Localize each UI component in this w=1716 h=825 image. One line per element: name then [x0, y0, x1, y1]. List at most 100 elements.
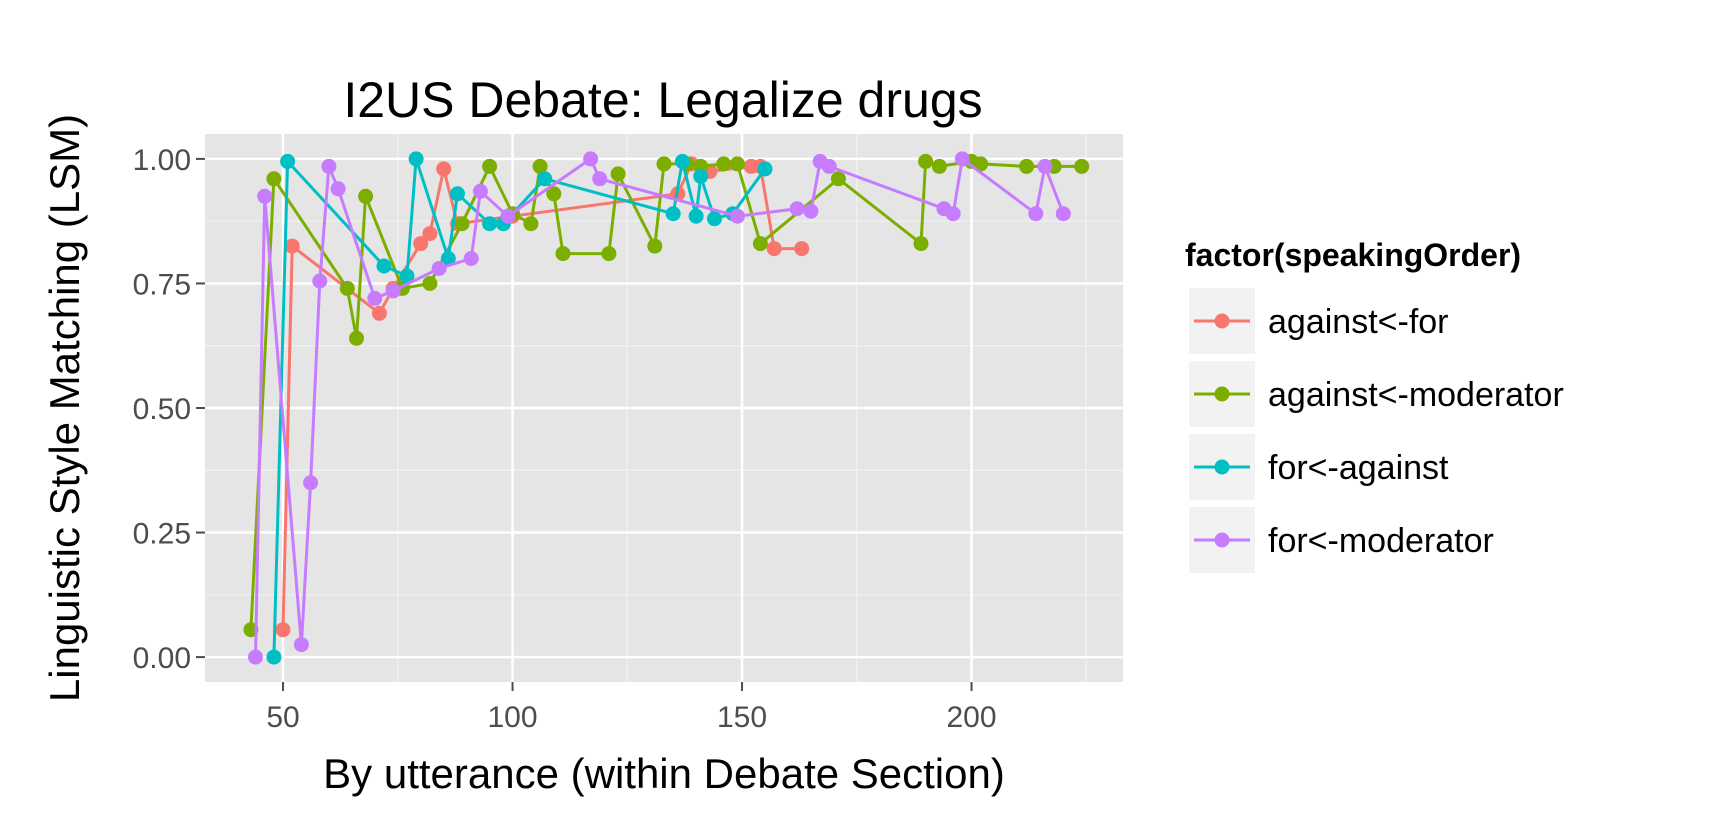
- data-point: [707, 211, 722, 227]
- data-point: [358, 188, 374, 204]
- data-point: [399, 268, 415, 284]
- legend-key-point: [1214, 386, 1230, 402]
- data-point: [482, 158, 498, 174]
- legend: against<-for against<-moderator for<-again…: [1187, 286, 1564, 575]
- legend-key-point: [1214, 459, 1230, 475]
- y-tick-label: 0.25: [133, 518, 191, 551]
- data-point: [945, 206, 961, 222]
- data-point: [789, 201, 805, 217]
- series-1: [243, 153, 1090, 638]
- data-point: [757, 161, 773, 177]
- data-point: [532, 158, 548, 174]
- y-tick-label: 1.00: [133, 144, 191, 177]
- series-3: [248, 151, 1071, 665]
- data-point: [266, 649, 282, 665]
- y-tick-label: 0.75: [133, 268, 191, 301]
- x-tick-label: 50: [266, 701, 299, 734]
- data-point: [523, 216, 539, 232]
- y-tick-label: 0.00: [133, 642, 191, 675]
- chart-title: I2US Debate: Legalize drugs: [343, 72, 982, 128]
- data-point: [610, 166, 626, 182]
- x-tick-label: 200: [946, 701, 996, 734]
- data-point: [583, 151, 599, 167]
- data-point: [766, 241, 782, 257]
- x-tick-label: 150: [717, 701, 767, 734]
- data-point: [463, 251, 479, 266]
- data-point: [385, 283, 401, 299]
- x-axis-ticks: 50 100 150 200: [266, 682, 997, 734]
- data-point: [954, 151, 970, 167]
- data-point: [688, 208, 704, 224]
- data-point: [716, 156, 732, 172]
- data-point: [280, 153, 296, 169]
- legend-key-point: [1214, 313, 1230, 329]
- data-point: [371, 305, 387, 321]
- data-point: [367, 290, 383, 306]
- data-point: [1019, 158, 1035, 174]
- data-point: [321, 158, 337, 174]
- data-point: [665, 206, 681, 222]
- data-point: [794, 241, 810, 257]
- data-point: [1074, 158, 1090, 174]
- y-axis-label: Linguistic Style Matching (LSM): [41, 114, 88, 702]
- data-point: [284, 238, 300, 254]
- data-point: [349, 330, 364, 346]
- legend-label: against<-for: [1268, 303, 1449, 341]
- data-point: [647, 238, 663, 254]
- data-point: [592, 171, 608, 187]
- x-axis-label: By utterance (within Debate Section): [323, 750, 1005, 797]
- data-point: [303, 475, 319, 491]
- data-point: [482, 216, 498, 232]
- data-point: [729, 156, 745, 172]
- data-point: [472, 183, 488, 199]
- data-point: [601, 246, 617, 262]
- series-layer: [243, 151, 1090, 665]
- legend-key-point: [1214, 532, 1230, 548]
- y-tick-label: 0.50: [133, 393, 191, 426]
- data-point: [422, 276, 438, 291]
- legend-title: factor(speakingOrder): [1185, 237, 1521, 273]
- data-point: [674, 153, 690, 169]
- data-point: [546, 186, 562, 202]
- data-point: [257, 188, 273, 204]
- data-point: [339, 280, 355, 296]
- data-point: [431, 261, 447, 276]
- data-point: [275, 622, 291, 638]
- data-point: [422, 226, 438, 242]
- data-point: [376, 258, 392, 274]
- data-point: [330, 181, 346, 197]
- data-point: [266, 171, 282, 187]
- data-point: [1037, 158, 1053, 174]
- data-point: [931, 158, 947, 174]
- data-point: [913, 236, 929, 252]
- data-point: [500, 208, 516, 224]
- data-point: [555, 246, 571, 262]
- data-point: [1055, 206, 1071, 222]
- data-point: [729, 208, 745, 224]
- data-point: [450, 186, 465, 202]
- data-point: [693, 168, 709, 184]
- y-axis-ticks: 0.00 0.25 0.50 0.75 1.00: [133, 144, 205, 675]
- legend-label: against<-moderator: [1268, 376, 1564, 414]
- data-point: [973, 156, 989, 172]
- data-point: [752, 236, 768, 252]
- data-point: [436, 161, 452, 177]
- data-point: [821, 158, 837, 174]
- major-gridlines: [205, 134, 1123, 682]
- data-point: [1028, 206, 1044, 222]
- data-point: [656, 156, 672, 172]
- data-point: [537, 171, 553, 187]
- data-point: [440, 251, 456, 266]
- series-2: [266, 151, 773, 665]
- legend-item: for<-moderator: [1187, 505, 1494, 575]
- data-point: [408, 151, 424, 167]
- data-point: [248, 649, 263, 665]
- data-point: [454, 216, 470, 232]
- data-point: [830, 171, 846, 187]
- data-point: [293, 637, 309, 653]
- x-tick-label: 100: [487, 701, 537, 734]
- legend-label: for<-moderator: [1268, 522, 1494, 560]
- data-point: [312, 273, 328, 289]
- legend-item: for<-against: [1187, 432, 1449, 502]
